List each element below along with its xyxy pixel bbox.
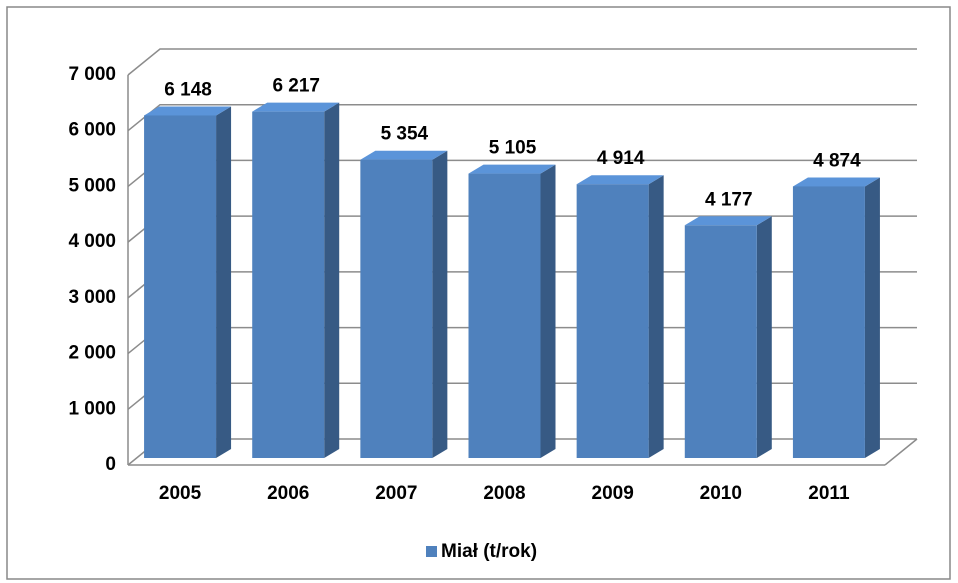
- bar: [360, 159, 433, 458]
- bar-top: [252, 102, 340, 112]
- value-label: 5 105: [489, 138, 537, 159]
- bar: [684, 225, 757, 458]
- value-label: 4 914: [597, 148, 645, 169]
- x-tick-label: 2009: [592, 483, 634, 504]
- legend-swatch: [426, 546, 437, 557]
- value-label: 4 177: [705, 189, 753, 210]
- value-label: 4 874: [813, 150, 861, 171]
- x-tick-label: 2007: [375, 483, 417, 504]
- value-label: 6 148: [164, 79, 212, 100]
- bar-side: [864, 177, 880, 458]
- bar: [468, 173, 541, 459]
- x-tick-label: 2006: [267, 483, 309, 504]
- bar: [792, 186, 865, 458]
- x-axis-side: [884, 438, 918, 466]
- y-tick-label: 3 000: [68, 287, 116, 308]
- y-tick-label: 4 000: [68, 231, 116, 252]
- bar-side: [756, 216, 772, 458]
- x-tick-label: 2005: [159, 483, 202, 504]
- x-tick-label: 2011: [808, 483, 850, 504]
- bar-side: [216, 106, 232, 459]
- grid-line: [127, 103, 917, 132]
- legend-label: Miał (t/rok): [441, 541, 537, 562]
- y-tick-label: 1 000: [68, 398, 116, 419]
- y-tick-label: 5 000: [68, 175, 116, 196]
- y-tick-label: 6 000: [68, 120, 116, 141]
- bar-side: [648, 175, 664, 458]
- bar: [576, 184, 649, 458]
- value-label: 5 354: [381, 124, 429, 145]
- bar-top: [792, 177, 880, 187]
- bar-top: [468, 164, 556, 174]
- grid-line: [127, 48, 917, 76]
- bar-top: [360, 150, 448, 160]
- bar: [144, 115, 217, 459]
- y-tick-label: 7 000: [68, 64, 116, 85]
- x-tick-label: 2008: [483, 483, 525, 504]
- bar-side: [324, 102, 340, 459]
- bar-side: [540, 164, 556, 459]
- y-tick-label: 2 000: [68, 343, 116, 364]
- x-tick-label: 2010: [700, 483, 742, 504]
- bar-top: [144, 106, 232, 116]
- y-tick-label: 0: [105, 454, 116, 475]
- bar-top: [684, 216, 772, 226]
- bar-top: [576, 175, 664, 185]
- bar: [252, 111, 325, 459]
- bar-side: [432, 150, 448, 458]
- value-label: 6 217: [272, 76, 320, 97]
